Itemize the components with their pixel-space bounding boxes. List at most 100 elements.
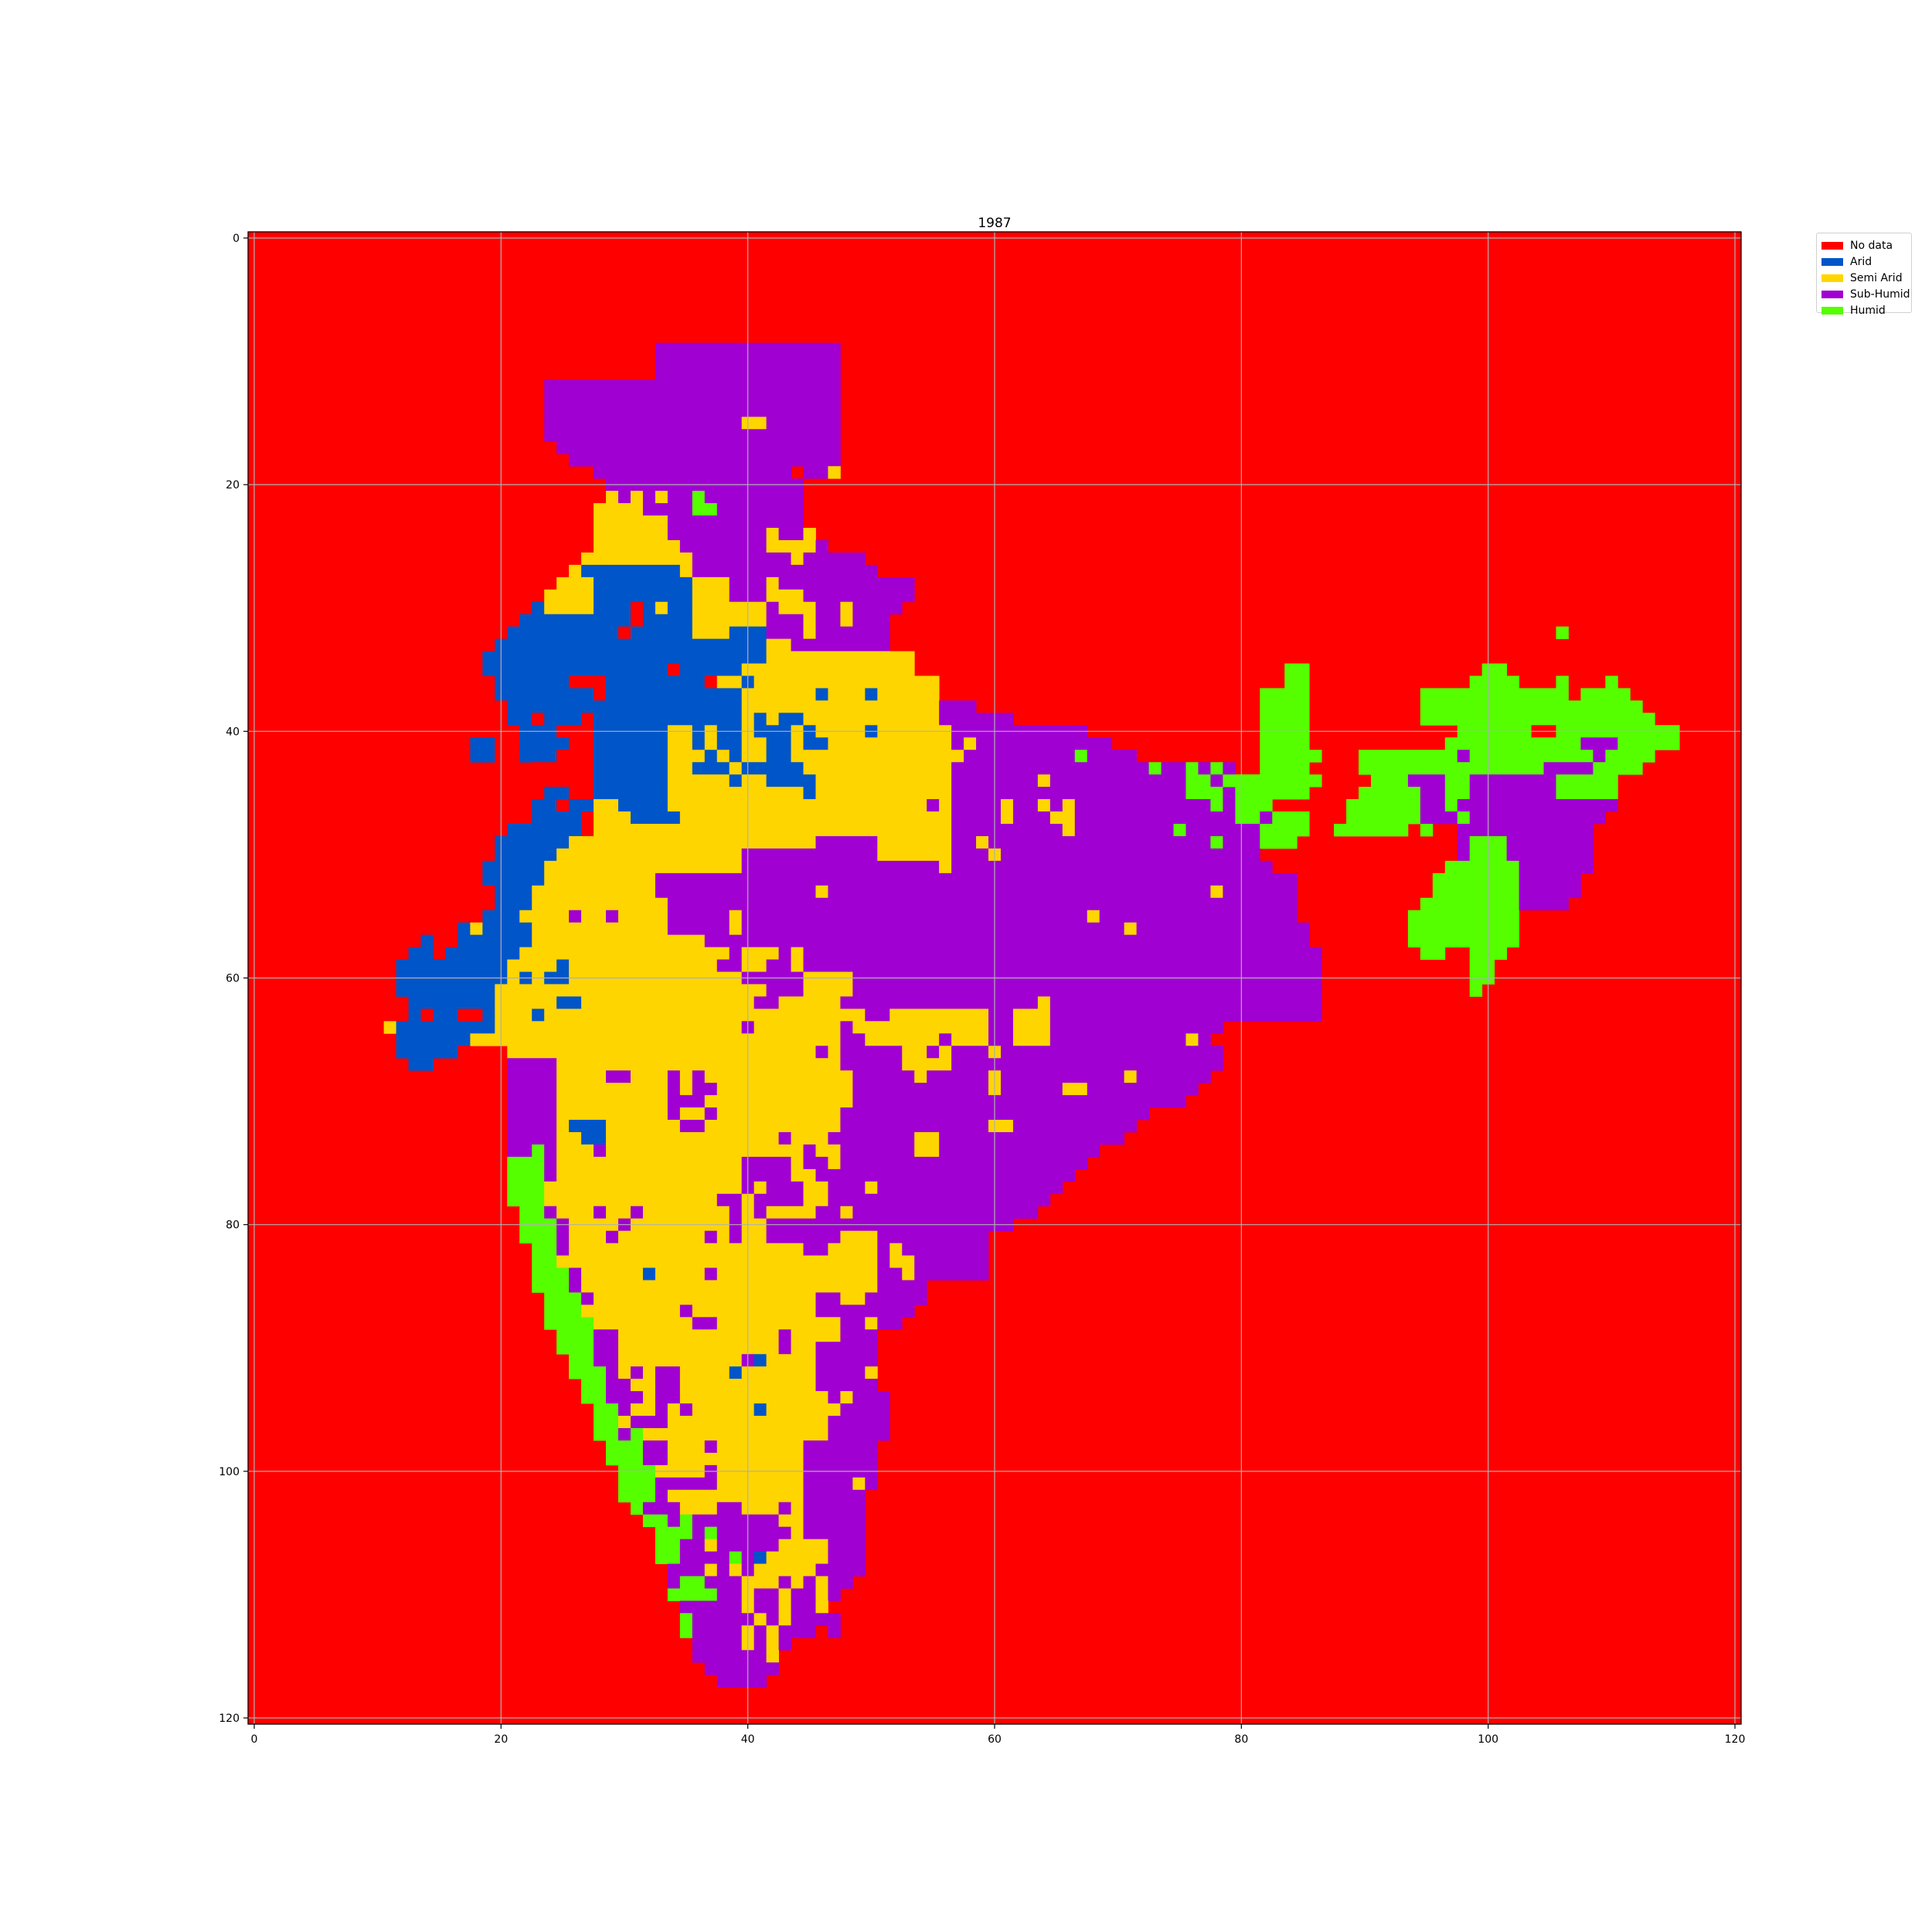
heatmap-cell-run [705, 1662, 779, 1675]
heatmap-cell-run [964, 737, 976, 750]
heatmap-cell-run [705, 1107, 717, 1120]
heatmap-cell-run [815, 1588, 828, 1600]
heatmap-cell-run [1272, 824, 1309, 836]
heatmap-cell-run [804, 1576, 816, 1588]
heatmap-cell-run [791, 639, 853, 651]
heatmap-cell-run [815, 1600, 828, 1613]
heatmap-cell-run [927, 1046, 939, 1058]
heatmap-cell-run [655, 886, 816, 898]
heatmap-cell-run [877, 1231, 889, 1243]
heatmap-cell-run [1260, 762, 1309, 774]
heatmap-cell-run [828, 1552, 865, 1564]
heatmap-cell-run [1087, 1083, 1199, 1095]
heatmap-cell-run [1532, 688, 1569, 700]
heatmap-cell-run [742, 774, 767, 787]
heatmap-cell-run [730, 1206, 742, 1219]
heatmap-cell-run [742, 923, 1124, 935]
heatmap-cell-run [767, 627, 804, 639]
heatmap-cell-run [804, 737, 816, 750]
heatmap-cell-run [705, 1120, 841, 1132]
heatmap-cell-run [1001, 1070, 1124, 1083]
heatmap-cell-run [581, 713, 594, 725]
heatmap-cell-run [815, 787, 951, 799]
heatmap-cell-run [865, 1292, 927, 1304]
heatmap-cell-run [507, 627, 618, 639]
heatmap-cell-run [1284, 664, 1309, 676]
heatmap-cell-run [556, 1231, 569, 1243]
heatmap-cell-run [767, 1625, 779, 1638]
heatmap-cell-run [594, 824, 951, 836]
heatmap-cell-run [668, 774, 730, 787]
heatmap-cell-run [396, 1021, 471, 1033]
heatmap-cell-run [507, 1132, 556, 1145]
heatmap-cell-run [556, 1182, 742, 1194]
heatmap-cell-run [556, 577, 594, 590]
heatmap-cell-run [927, 1256, 988, 1268]
heatmap-cell-run [1050, 1009, 1322, 1021]
heatmap-cell-run [877, 1256, 889, 1268]
heatmap-cell-run [556, 1145, 594, 1157]
heatmap-cell-run [643, 614, 692, 627]
heatmap-cell-run [1458, 849, 1470, 861]
heatmap-cell-run [1408, 923, 1519, 935]
heatmap-cell-run [791, 947, 804, 960]
heatmap-cell-run [779, 1515, 804, 1527]
heatmap-cell-run [804, 713, 940, 725]
heatmap-cell-run [569, 1354, 594, 1366]
heatmap-cell-run [730, 923, 742, 935]
heatmap-cell-run [939, 713, 1013, 725]
heatmap-cell-run [877, 1268, 902, 1281]
heatmap-cell-run [1580, 737, 1617, 750]
heatmap-cell-run [1420, 799, 1445, 811]
heatmap-cell-run [1174, 824, 1186, 836]
heatmap-cell-run [717, 1502, 742, 1515]
y-tick-label: 60 [226, 973, 240, 985]
heatmap-cell-run [1001, 1083, 1063, 1095]
heatmap-cell-run [840, 1391, 852, 1403]
heatmap-cell-run [742, 417, 767, 429]
heatmap-cell-run [1223, 799, 1235, 811]
heatmap-cell-run [902, 1268, 914, 1281]
heatmap-cell-run [1359, 762, 1383, 774]
heatmap-cell-run [889, 1009, 988, 1021]
heatmap-cell-run [1346, 811, 1420, 824]
heatmap-cell-run [828, 1539, 865, 1552]
heatmap-cell-run [828, 1182, 865, 1194]
heatmap-cell-run [507, 713, 532, 725]
heatmap-cell-run [618, 910, 668, 923]
heatmap-cell-run [495, 1033, 840, 1046]
heatmap-cell-run [1223, 886, 1297, 898]
heatmap-cell-run [852, 984, 865, 996]
heatmap-cell-run [705, 1539, 717, 1552]
heatmap-cell-run [1038, 996, 1050, 1009]
heatmap-cell-run [594, 1206, 606, 1219]
heatmap-cell-run [606, 1070, 631, 1083]
heatmap-cell-run [594, 466, 791, 478]
heatmap-cell-run [779, 1588, 791, 1600]
heatmap-cell-run [569, 1256, 878, 1268]
heatmap-cell-run [680, 651, 767, 664]
heatmap-cell-run [815, 1169, 828, 1182]
heatmap-cell-run [828, 737, 951, 750]
heatmap-cell-run [631, 811, 680, 824]
heatmap-cell-run [1556, 787, 1617, 799]
heatmap-cell-run [532, 1280, 569, 1292]
heatmap-cell-run [680, 1600, 742, 1613]
heatmap-cell-run [680, 811, 952, 824]
heatmap-cell-run [815, 737, 828, 750]
heatmap-cell-run [409, 1009, 421, 1021]
heatmap-cell-run [668, 639, 767, 651]
heatmap-cell-run [767, 528, 779, 540]
heatmap-cell-run [655, 1490, 668, 1502]
heatmap-cell-run [951, 824, 1063, 836]
heatmap-cell-run [569, 960, 717, 972]
heatmap-cell-run [1001, 1046, 1223, 1058]
heatmap-cell-run [1470, 676, 1519, 689]
heatmap-cell-run [680, 1366, 730, 1379]
heatmap-cell-run [1445, 787, 1470, 799]
heatmap-cell-run [779, 947, 791, 960]
heatmap-cell-run [779, 1342, 791, 1354]
heatmap-cell-run [730, 1231, 742, 1243]
heatmap-cell-run [791, 737, 804, 750]
